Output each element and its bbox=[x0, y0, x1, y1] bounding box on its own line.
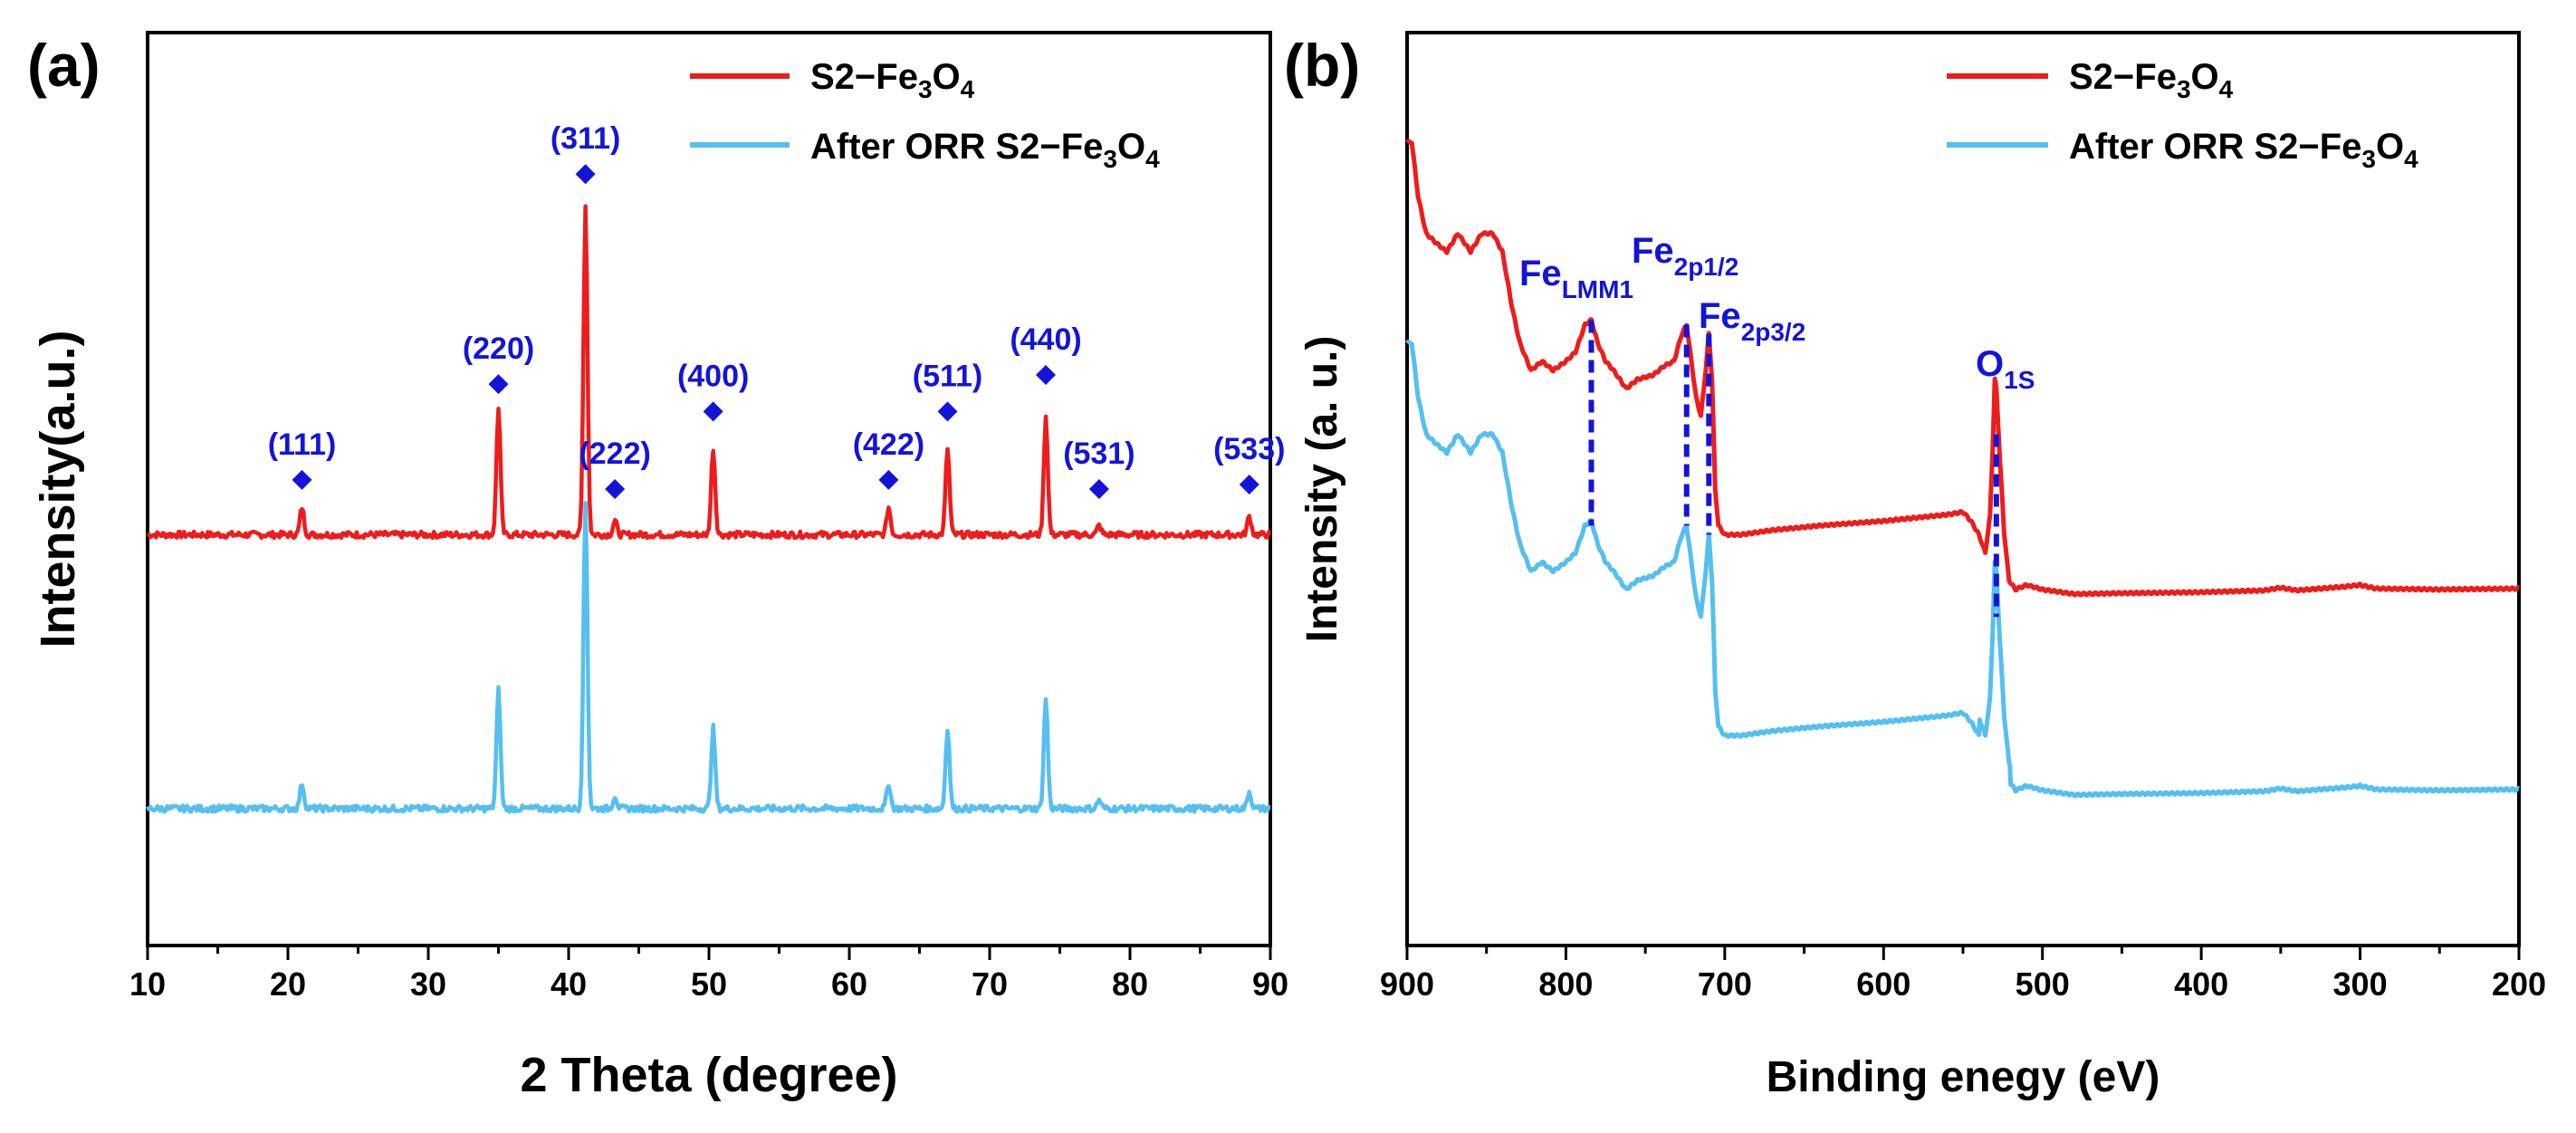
peak-diamond-marker bbox=[575, 164, 596, 185]
panel-a-peak-labels: (111) (220) (311) (222) (400) (422) (511… bbox=[268, 121, 1286, 471]
panel-b-x-tick-labels: 900 800 700 600 500 400 300 200 bbox=[1380, 965, 2546, 1003]
peak-label: (440) bbox=[1010, 322, 1081, 357]
panel-b-y-axis-title: Intensity (a. u.) bbox=[1298, 336, 1346, 643]
panel-a-x-tick-label: 50 bbox=[691, 965, 727, 1003]
peak-diamond-marker bbox=[1088, 479, 1109, 499]
panel-a-x-tick-label: 70 bbox=[972, 965, 1008, 1003]
xps-line-s2-fe3o4 bbox=[1405, 139, 2521, 598]
panel-b-x-tick-label: 400 bbox=[2174, 965, 2228, 1003]
legend-label-after-orr: After ORR S2−Fe3O4 bbox=[810, 127, 1160, 173]
panel-a-label: (a) bbox=[27, 32, 101, 99]
peak-diamond-marker bbox=[488, 374, 509, 395]
panel-a-x-tick-label: 30 bbox=[410, 965, 446, 1003]
xps-line-after-orr bbox=[1405, 340, 2521, 799]
panel-b-x-tick-label: 900 bbox=[1380, 965, 1434, 1003]
peak-diamond-marker bbox=[937, 401, 958, 422]
legend-label-after-orr: After ORR S2−Fe3O4 bbox=[2069, 127, 2418, 173]
peak-label: (400) bbox=[677, 359, 749, 393]
panel-a-x-tick-label: 80 bbox=[1112, 965, 1148, 1003]
peak-diamond-marker bbox=[1239, 474, 1259, 494]
annotation-fe-lmm1: FeLMM1 bbox=[1519, 254, 1633, 303]
panel-a-x-tick-label: 10 bbox=[129, 965, 166, 1003]
peak-diamond-marker bbox=[1036, 365, 1056, 385]
peak-label: (220) bbox=[463, 331, 534, 366]
peak-label: (222) bbox=[579, 437, 650, 471]
panel-b-plot-frame bbox=[1405, 31, 2521, 947]
panel-b-x-tick-label: 300 bbox=[2333, 965, 2388, 1003]
peak-label: (511) bbox=[913, 359, 983, 393]
xrd-line-after-orr bbox=[145, 500, 1271, 814]
panel-b-x-ticks bbox=[1405, 946, 2521, 960]
panel-b-label: (b) bbox=[1284, 32, 1360, 99]
panel-a-x-tick-label: 40 bbox=[551, 965, 587, 1003]
peak-diamond-marker bbox=[878, 469, 899, 490]
peak-label: (531) bbox=[1063, 437, 1135, 471]
panel-b-legend: S2−Fe3O4 After ORR S2−Fe3O4 bbox=[1947, 57, 2418, 173]
peak-diamond-marker bbox=[292, 469, 312, 490]
panel-b-x-tick-label: 600 bbox=[1856, 965, 1910, 1003]
peak-label: (311) bbox=[551, 121, 621, 156]
legend-label-s2-fe3o4: S2−Fe3O4 bbox=[2069, 57, 2234, 103]
annotation-fe-2p32: Fe2p3/2 bbox=[1699, 296, 1805, 346]
panel-a-x-tick-label: 20 bbox=[270, 965, 306, 1003]
panel-b-x-tick-label: 700 bbox=[1698, 965, 1752, 1003]
panel-a-legend: S2−Fe3O4 After ORR S2−Fe3O4 bbox=[690, 57, 1160, 173]
panel-b-x-tick-label: 500 bbox=[2016, 965, 2070, 1003]
panel-b-x-axis-title: Binding enegy (eV) bbox=[1767, 1053, 2160, 1101]
annotation-fe-2p12: Fe2p1/2 bbox=[1632, 231, 1738, 281]
legend-label-s2-fe3o4: S2−Fe3O4 bbox=[810, 57, 975, 103]
panel-b: (b) 900 800 700 600 500 400 300 200 Bind… bbox=[1284, 31, 2546, 1101]
panel-a-x-ticks bbox=[146, 946, 1272, 960]
panel-b-peak-guides bbox=[1588, 320, 1999, 618]
panel-a: (a) 10 20 30 40 50 60 70 80 90 2 Theta (… bbox=[27, 31, 1288, 1102]
peak-diamond-marker bbox=[703, 401, 723, 422]
panel-a-peak-markers bbox=[292, 164, 1259, 499]
panel-a-x-axis-title: 2 Theta (degree) bbox=[520, 1048, 897, 1102]
panel-a-x-tick-label: 60 bbox=[831, 965, 867, 1003]
peak-label: (111) bbox=[268, 427, 337, 462]
panel-b-x-tick-label: 800 bbox=[1538, 965, 1593, 1003]
peak-diamond-marker bbox=[605, 479, 626, 499]
panel-a-x-tick-label: 90 bbox=[1252, 965, 1288, 1003]
xrd-line-s2-fe3o4 bbox=[147, 204, 1271, 541]
panel-b-x-tick-label: 200 bbox=[2492, 965, 2546, 1003]
peak-label: (422) bbox=[853, 427, 924, 462]
panel-b-annotations: FeLMM1 Fe2p1/2 Fe2p3/2 O1S bbox=[1519, 231, 2035, 394]
panel-a-x-tick-labels: 10 20 30 40 50 60 70 80 90 bbox=[129, 965, 1288, 1003]
annotation-o1s: O1S bbox=[1976, 344, 2035, 394]
panel-a-y-axis-title: Intensity(a.u.) bbox=[31, 330, 85, 648]
peak-label: (533) bbox=[1213, 432, 1285, 466]
